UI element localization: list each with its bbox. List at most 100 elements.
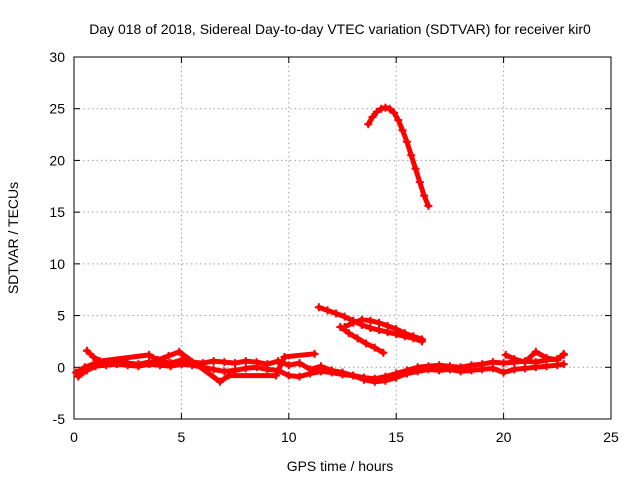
data-point xyxy=(531,347,540,356)
data-point xyxy=(145,360,154,369)
data-point xyxy=(220,367,229,376)
data-point xyxy=(435,366,444,375)
y-axis-label: SDTVAR / TECUs xyxy=(5,182,21,294)
data-point xyxy=(123,361,132,370)
data-point xyxy=(338,370,347,379)
data-point xyxy=(252,363,261,372)
data-point xyxy=(134,362,143,371)
data-point xyxy=(284,361,293,370)
y-tick-label: 25 xyxy=(49,101,65,117)
data-point xyxy=(349,318,358,327)
data-point xyxy=(542,362,551,371)
data-point xyxy=(314,303,323,312)
chart-title: Day 018 of 2018, Sidereal Day-to-day VTE… xyxy=(89,21,591,37)
data-point xyxy=(353,334,362,343)
data-point xyxy=(510,355,519,364)
data-point xyxy=(349,371,358,380)
data-point xyxy=(392,325,401,334)
data-point xyxy=(411,164,420,173)
y-tick-label: 30 xyxy=(49,49,65,65)
data-point xyxy=(332,309,341,318)
data-point xyxy=(478,365,487,374)
data-point xyxy=(402,137,411,146)
data-point xyxy=(390,108,399,117)
series-spikes-early xyxy=(82,346,319,386)
y-tick-label: 15 xyxy=(49,204,65,220)
data-point xyxy=(177,360,186,369)
data-point xyxy=(82,346,91,355)
data-point xyxy=(372,107,381,116)
data-point xyxy=(488,364,497,373)
data-point xyxy=(499,359,508,368)
data-point xyxy=(553,356,562,365)
data-point xyxy=(362,339,371,348)
data-point xyxy=(306,369,315,378)
data-point xyxy=(375,326,384,335)
y-tick-label: 0 xyxy=(57,359,65,375)
data-point xyxy=(357,315,366,324)
data-point xyxy=(280,352,289,361)
data-point xyxy=(209,357,218,366)
data-point xyxy=(263,365,272,374)
data-point xyxy=(310,349,319,358)
data-point xyxy=(366,323,375,332)
plot-frame xyxy=(73,56,612,420)
data-point xyxy=(95,357,104,366)
data-point xyxy=(164,351,173,360)
data-point xyxy=(295,359,304,368)
data-point xyxy=(394,116,403,125)
data-point xyxy=(327,368,336,377)
data-point xyxy=(501,350,510,359)
data-point xyxy=(542,353,551,362)
y-tick-label: 20 xyxy=(49,152,65,168)
data-point xyxy=(402,369,411,378)
data-point xyxy=(155,361,164,370)
data-point xyxy=(377,104,386,113)
data-point xyxy=(559,349,568,358)
x-tick-label: 20 xyxy=(496,429,512,445)
data-point xyxy=(415,178,424,187)
data-point xyxy=(153,356,162,365)
series-trace xyxy=(342,317,425,342)
data-point xyxy=(220,358,229,367)
data-point xyxy=(370,343,379,352)
data-point xyxy=(209,365,218,374)
x-axis-label: GPS time / hours xyxy=(287,458,394,474)
data-point xyxy=(271,371,280,380)
x-tick-label: 25 xyxy=(603,429,619,445)
data-point xyxy=(216,377,225,386)
data-point xyxy=(323,306,332,315)
data-point xyxy=(510,365,519,374)
data-point xyxy=(424,201,433,210)
data-point xyxy=(366,316,375,325)
data-point xyxy=(467,366,476,375)
data-point xyxy=(370,377,379,386)
data-point xyxy=(368,112,377,121)
y-tick-label: 10 xyxy=(49,256,65,272)
series-late-spikes xyxy=(501,347,568,367)
data-point xyxy=(82,366,91,375)
data-point xyxy=(381,376,390,385)
data-point xyxy=(112,360,121,369)
y-tick-label: -5 xyxy=(53,411,66,427)
data-point xyxy=(398,126,407,135)
data-point xyxy=(424,365,433,374)
data-point xyxy=(336,322,345,331)
data-point xyxy=(445,365,454,374)
series-baseline-band-low xyxy=(74,360,568,386)
data-point xyxy=(521,358,530,367)
x-tick-label: 5 xyxy=(178,429,186,445)
data-point xyxy=(409,332,418,341)
data-point xyxy=(379,348,388,357)
data-point xyxy=(381,103,390,112)
data-point xyxy=(231,366,240,375)
data-point xyxy=(359,375,368,384)
x-tick-label: 10 xyxy=(281,429,297,445)
data-point xyxy=(340,312,349,321)
data-point xyxy=(417,335,426,344)
series-arc-mid-c xyxy=(336,322,388,357)
series-arc-high xyxy=(364,103,433,210)
data-point xyxy=(241,357,250,366)
